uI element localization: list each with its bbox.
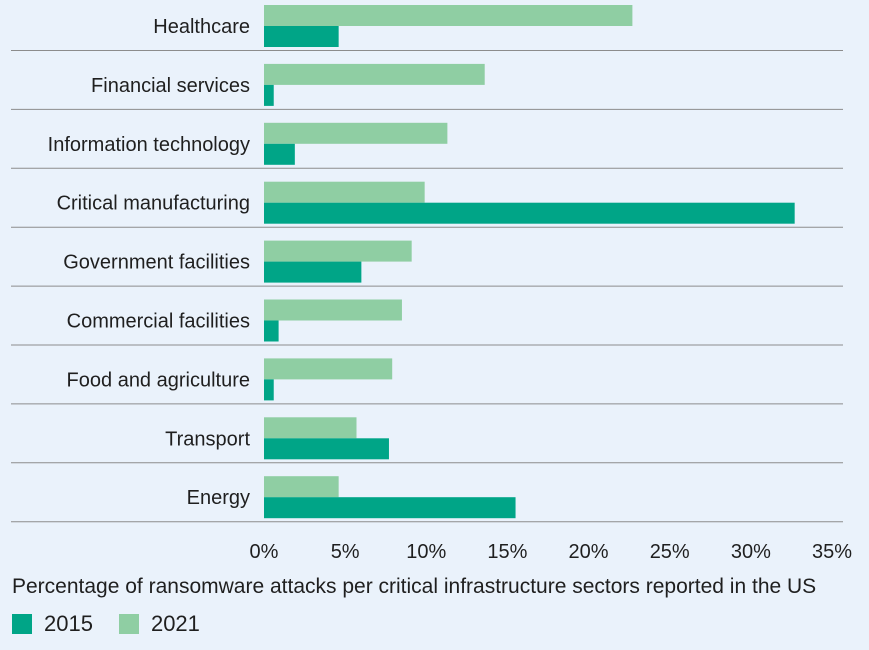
legend-swatch-2015 (12, 614, 32, 634)
x-axis-label: Percentage of ransomware attacks per cri… (12, 575, 817, 598)
bar-transport-2015 (264, 438, 389, 460)
category-label-financial-services: Financial services (91, 75, 250, 97)
legend: 2015 2021 (12, 611, 226, 637)
category-label-healthcare: Healthcare (153, 16, 250, 38)
category-label-information-technology: Information technology (48, 134, 250, 156)
x-tick-label: 5% (331, 541, 360, 563)
bar-energy-2015 (264, 497, 516, 519)
x-tick-label: 30% (731, 541, 771, 563)
category-label-commercial-facilities: Commercial facilities (67, 311, 250, 333)
category-label-food-and-agriculture: Food and agriculture (67, 369, 250, 391)
category-label-government-facilities: Government facilities (63, 252, 250, 274)
bar-food-and-agriculture-2021 (264, 358, 393, 380)
bar-government-facilities-2021 (264, 240, 412, 262)
x-tick-label: 25% (650, 541, 690, 563)
bar-food-and-agriculture-2015 (264, 379, 274, 401)
legend-swatch-2021 (118, 614, 139, 634)
bar-financial-services-2015 (264, 84, 274, 106)
bar-transport-2021 (264, 417, 357, 439)
bar-government-facilities-2015 (264, 261, 362, 283)
x-tick-label: 0% (250, 541, 279, 563)
bar-energy-2021 (264, 476, 339, 498)
bar-information-technology-2021 (264, 122, 448, 144)
x-tick-label: 35% (812, 541, 852, 563)
bar-financial-services-2021 (264, 63, 485, 85)
category-label-energy: Energy (187, 487, 250, 509)
legend-label-2015: 2015 (44, 611, 93, 636)
category-label-critical-manufacturing: Critical manufacturing (57, 193, 250, 215)
x-tick-label: 10% (406, 541, 446, 563)
x-tick-label: 20% (569, 541, 609, 563)
bar-critical-manufacturing-2015 (264, 202, 795, 224)
bar-information-technology-2015 (264, 143, 295, 165)
bar-commercial-facilities-2021 (264, 299, 402, 321)
bar-commercial-facilities-2015 (264, 320, 279, 342)
legend-item-2021: 2021 (118, 611, 200, 637)
bar-healthcare-2021 (264, 5, 633, 26)
x-tick-label: 15% (487, 541, 527, 563)
legend-label-2021: 2021 (150, 611, 200, 636)
bar-healthcare-2015 (264, 26, 339, 47)
legend-item-2015: 2015 (12, 611, 93, 637)
bar-critical-manufacturing-2021 (264, 181, 425, 203)
chart-plot: Healthcare Financial services Information … (11, 5, 852, 563)
category-label-transport: Transport (165, 428, 250, 450)
